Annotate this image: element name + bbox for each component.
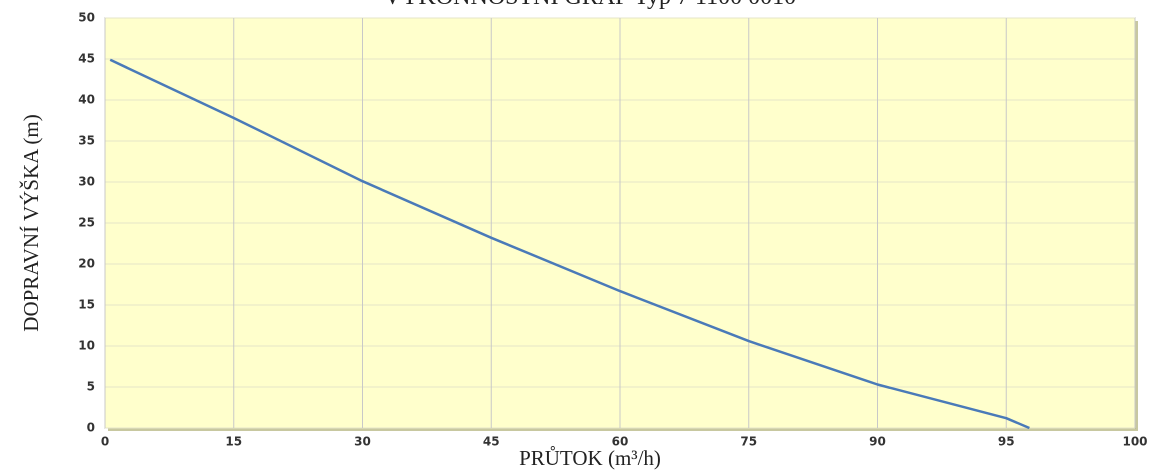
y-tick-label: 20 [78, 257, 95, 271]
y-tick-label: 5 [87, 380, 95, 394]
data-line [109, 58, 1030, 430]
y-tick-label: 35 [78, 134, 95, 148]
x-tick-label: 15 [225, 435, 242, 449]
x-tick-label: 95 [998, 435, 1015, 449]
y-tick-label: 30 [78, 175, 95, 189]
y-tick-label: 25 [78, 216, 95, 230]
x-tick-label: 30 [354, 435, 371, 449]
y-axis-label: DOPRAVNÍ VÝŠKA (m) [19, 114, 43, 331]
x-tick-label: 45 [483, 435, 500, 449]
y-tick-label: 50 [78, 11, 95, 25]
x-tick-label: 90 [869, 435, 886, 449]
x-tick-label: 0 [101, 435, 109, 449]
chart-title: VÝKONNOSTNÍ GRAF Typ 7 1100 0010 [384, 0, 796, 10]
x-tick-label: 75 [740, 435, 757, 449]
y-tick-label: 45 [78, 52, 95, 66]
y-tick-label: 10 [78, 339, 95, 353]
y-tick-label: 40 [78, 93, 95, 107]
x-axis-label: PRŮTOK (m³/h) [519, 446, 661, 470]
y-tick-label: 0 [87, 421, 95, 435]
x-tick-label: 60 [612, 435, 629, 449]
y-tick-label: 15 [78, 298, 95, 312]
x-tick-label: 100 [1122, 435, 1147, 449]
